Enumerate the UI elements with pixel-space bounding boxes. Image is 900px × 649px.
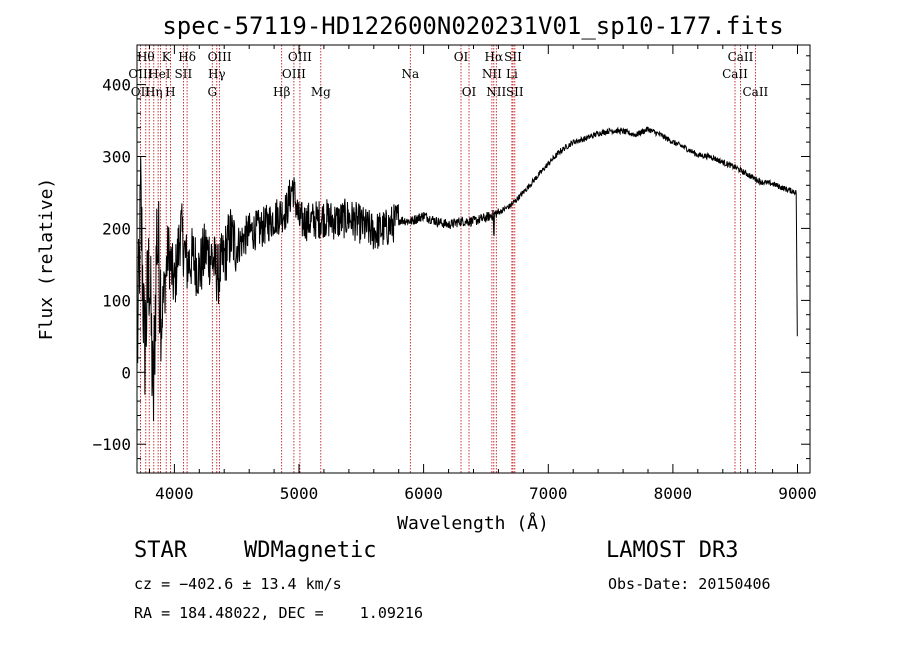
x-tick-label: 6000 <box>404 484 443 503</box>
spectral-line-label: Hα <box>485 50 504 64</box>
redshift-cz: cz = −402.6 ± 13.4 km/s <box>134 575 342 593</box>
spectral-line-label: G <box>208 85 218 99</box>
spectral-line-label: OIII <box>128 67 152 81</box>
spectral-line-label: Hθ <box>137 50 155 64</box>
spectral-line-label: SII <box>504 50 522 64</box>
spectral-line-label: K <box>162 50 172 64</box>
spectral-line-label: OI <box>462 85 477 99</box>
spectral-line-label: OIII <box>282 67 306 81</box>
survey-name: LAMOST DR3 <box>606 538 739 563</box>
x-tick-label: 5000 <box>280 484 319 503</box>
x-tick-label: 8000 <box>654 484 693 503</box>
spectral-line-label: NII <box>486 85 506 99</box>
axis-tick-labels: 4000 5000 6000 7000 8000 9000 −100 0 100 200 300 40… <box>92 76 816 503</box>
spectral-line-label: OII <box>131 85 151 99</box>
x-axis-label: Wavelength (Å) <box>397 512 549 534</box>
observation-date: Obs-Date: 20150406 <box>608 575 771 593</box>
spectral-line-label: Li <box>506 67 518 81</box>
spectral-line-label: Na <box>401 67 419 81</box>
spectral-line-label: Hβ <box>273 85 290 99</box>
x-tick-label: 9000 <box>778 484 817 503</box>
y-axis-label: Flux (relative) <box>36 178 57 341</box>
spectrum-line <box>136 126 798 422</box>
spectral-line-label: OIII <box>288 50 312 64</box>
chart-title: spec-57119-HD122600N020231V01_sp10-177.f… <box>162 12 783 40</box>
object-subclass: WDMagnetic <box>244 538 377 563</box>
y-tick-label: 300 <box>102 148 131 167</box>
x-tick-label: 7000 <box>529 484 568 503</box>
spectral-line-label: CaII <box>742 85 768 99</box>
spectral-line-label: Hη <box>145 85 163 99</box>
y-tick-label: 400 <box>102 76 131 95</box>
spectral-line-label: SII <box>506 85 524 99</box>
spectral-lines <box>139 45 756 473</box>
spectral-line-label: OI <box>454 50 469 64</box>
coordinates: RA = 184.48022, DEC = 1.09216 <box>134 604 423 622</box>
y-tick-label: −100 <box>92 435 131 454</box>
spectral-line-label: Mg <box>311 85 331 99</box>
y-tick-label: 100 <box>102 291 131 310</box>
spectral-line-label: CaII <box>728 50 754 64</box>
x-tick-label: 4000 <box>155 484 194 503</box>
object-class: STAR <box>134 538 187 563</box>
spectral-line-label: HeI <box>148 67 171 81</box>
y-tick-label: 200 <box>102 219 131 238</box>
axis-ticks <box>137 45 810 473</box>
spectral-line-label: SII <box>175 67 193 81</box>
spectral-line-label: Hδ <box>178 50 196 64</box>
y-tick-label: 0 <box>121 363 131 382</box>
spectral-line-label: NII <box>482 67 502 81</box>
spectral-line-label: H <box>165 85 175 99</box>
spectral-line-label: Hγ <box>208 67 226 81</box>
spectral-line-label: CaII <box>722 67 748 81</box>
spectral-line-label: OIII <box>208 50 232 64</box>
